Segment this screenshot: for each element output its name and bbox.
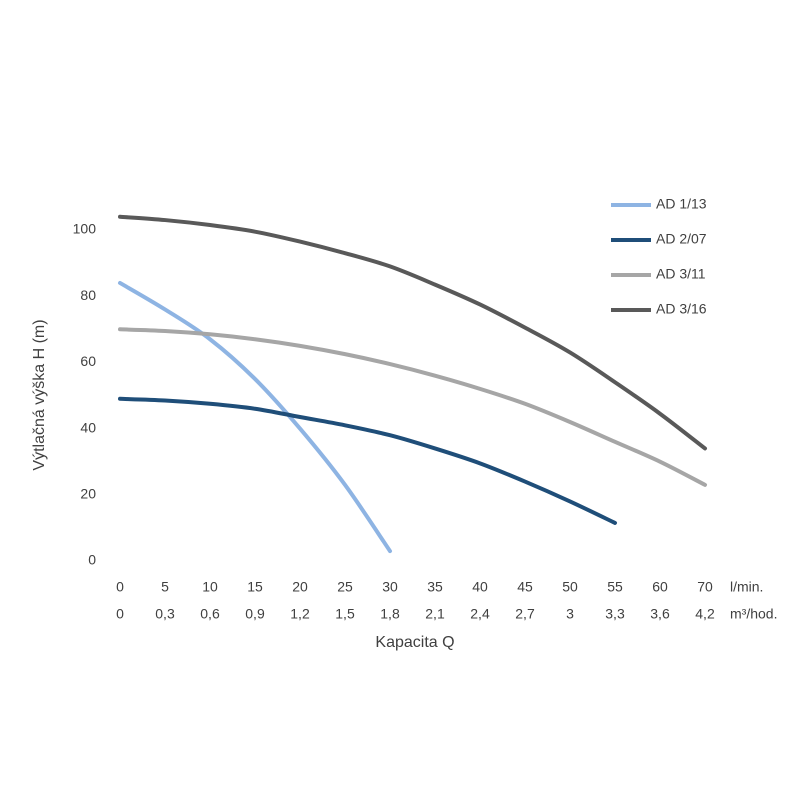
x-tick-label: 15 <box>247 579 263 595</box>
x-tick-label: 0,6 <box>200 606 220 622</box>
x-axis-title: Kapacita Q <box>375 634 454 651</box>
y-tick-label: 60 <box>80 353 96 369</box>
x-tick-label: 3,3 <box>605 606 625 622</box>
x-tick-label: 0,9 <box>245 606 265 622</box>
x-tick-label: 1,2 <box>290 606 310 622</box>
y-tick-label: 80 <box>80 287 96 303</box>
legend-label: AD 1/13 <box>656 196 707 212</box>
x-tick-label: 25 <box>337 579 353 595</box>
x-tick-label: 10 <box>202 579 218 595</box>
y-tick-label: 20 <box>80 486 96 502</box>
x-tick-label: 1,8 <box>380 606 400 622</box>
x-unit-label: l/min. <box>730 579 763 595</box>
x-tick-label: 2,7 <box>515 606 535 622</box>
x-tick-label: 70 <box>697 579 713 595</box>
series-line <box>118 214 707 451</box>
y-tick-label: 40 <box>80 419 96 435</box>
x-tick-label: 0 <box>116 579 124 595</box>
x-tick-label: 1,5 <box>335 606 355 622</box>
x-tick-label: 50 <box>562 579 578 595</box>
x-tick-label: 0,3 <box>155 606 175 622</box>
x-tick-label: 45 <box>517 579 533 595</box>
x-tick-label: 55 <box>607 579 623 595</box>
x-unit-label: m³/hod. <box>730 606 777 622</box>
x-tick-label: 4,2 <box>695 606 715 622</box>
x-tick-label: 20 <box>292 579 308 595</box>
x-tick-label: 40 <box>472 579 488 595</box>
legend-label: AD 3/11 <box>656 266 706 282</box>
x-tick-label: 5 <box>161 579 169 595</box>
y-axis-title: Výtlačná výška H (m) <box>31 319 48 470</box>
legend-label: AD 3/16 <box>656 301 707 317</box>
x-tick-label: 3,6 <box>650 606 670 622</box>
y-tick-label: 100 <box>73 221 97 237</box>
x-tick-label: 2,1 <box>425 606 445 622</box>
x-tick-label: 3 <box>566 606 574 622</box>
x-tick-label: 35 <box>427 579 443 595</box>
series-line <box>118 280 392 554</box>
legend-label: AD 2/07 <box>656 231 707 247</box>
x-tick-label: 2,4 <box>470 606 490 622</box>
series-line <box>118 327 707 487</box>
y-tick-label: 0 <box>88 552 96 568</box>
series-line <box>118 396 617 525</box>
x-tick-label: 30 <box>382 579 398 595</box>
x-tick-label: 0 <box>116 606 124 622</box>
x-tick-label: 60 <box>652 579 668 595</box>
